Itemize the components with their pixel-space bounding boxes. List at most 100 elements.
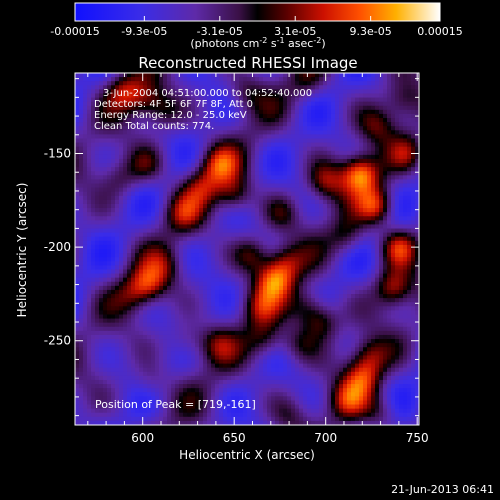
heatmap-cell [191, 146, 196, 152]
heatmap-cell [379, 257, 384, 262]
heatmap-cell [223, 236, 228, 242]
heatmap-cell [343, 171, 348, 176]
heatmap-cell [203, 203, 208, 209]
heatmap-cell [107, 220, 112, 226]
heatmap-cell [239, 257, 244, 262]
heatmap-cell [147, 216, 152, 221]
heatmap-cell [231, 171, 236, 176]
heatmap-cell [219, 105, 224, 111]
heatmap-cell [255, 281, 260, 287]
heatmap-cell [387, 220, 392, 226]
heatmap-cell [283, 298, 288, 303]
heatmap-cell [327, 281, 332, 287]
heatmap-cell [167, 93, 172, 99]
heatmap-cell [395, 142, 400, 148]
heatmap-cell [331, 109, 336, 115]
heatmap-cell [143, 216, 148, 221]
heatmap-cell [395, 97, 400, 103]
heatmap-cell [175, 199, 180, 205]
heatmap-cell [351, 236, 356, 242]
heatmap-cell [391, 81, 396, 86]
heatmap-cell [295, 203, 300, 209]
heatmap-cell [87, 269, 92, 275]
heatmap-cell [219, 85, 224, 90]
heatmap-cell [399, 93, 404, 99]
heatmap-cell [259, 163, 264, 168]
heatmap-cell [347, 306, 352, 311]
heatmap-cell [123, 236, 128, 242]
heatmap-cell [219, 298, 224, 303]
heatmap-cell [155, 183, 160, 189]
heatmap-cell [355, 158, 360, 164]
heatmap-cell [211, 183, 216, 189]
heatmap-cell [355, 105, 360, 111]
heatmap-cell [359, 142, 364, 148]
heatmap-cell [155, 306, 160, 311]
heatmap-cell [271, 298, 276, 303]
heatmap-cell [151, 244, 156, 250]
heatmap-cell [87, 183, 92, 189]
heatmap-cell [347, 126, 352, 131]
heatmap-cell [139, 253, 144, 258]
heatmap-cell [339, 253, 344, 258]
heatmap-cell [343, 187, 348, 193]
heatmap-cell [131, 302, 136, 307]
heatmap-cell [183, 199, 188, 205]
heatmap-cell [163, 285, 168, 291]
heatmap-cell [323, 113, 328, 119]
heatmap-cell [371, 81, 376, 86]
heatmap-cell [131, 89, 136, 95]
heatmap-cell [203, 236, 208, 242]
heatmap-cell [303, 73, 308, 78]
heatmap-cell [211, 77, 216, 82]
heatmap-cell [111, 85, 116, 90]
heatmap-cell [303, 85, 308, 90]
heatmap-cell [115, 93, 120, 99]
heatmap-cell [103, 195, 108, 201]
heatmap-cell [363, 134, 368, 140]
heatmap-cell [319, 228, 324, 234]
heatmap-cell [83, 261, 88, 266]
heatmap-cell [339, 113, 344, 119]
heatmap-cell [319, 150, 324, 156]
heatmap-cell [115, 130, 120, 135]
heatmap-cell [179, 105, 184, 111]
heatmap-cell [195, 134, 200, 140]
heatmap-cell [415, 253, 419, 258]
heatmap-cell [327, 101, 332, 107]
heatmap-cell [271, 77, 276, 82]
heatmap-cell [275, 294, 280, 299]
heatmap-cell [115, 150, 120, 156]
heatmap-cell [259, 187, 264, 193]
heatmap-cell [315, 228, 320, 234]
heatmap-cell [375, 175, 380, 181]
heatmap-cell [143, 97, 148, 103]
heatmap-cell [171, 105, 176, 111]
heatmap-cell [399, 150, 404, 156]
heatmap-cell [359, 294, 364, 299]
heatmap-cell [127, 146, 132, 152]
heatmap-cell [239, 261, 244, 266]
heatmap-cell [275, 93, 280, 99]
heatmap-cell [219, 167, 224, 172]
heatmap-cell [415, 171, 419, 176]
heatmap-cell [223, 232, 228, 238]
heatmap-cell [347, 273, 352, 279]
heatmap-cell [251, 285, 256, 291]
heatmap-cell [163, 163, 168, 168]
heatmap-cell [191, 89, 196, 95]
heatmap-cell [79, 261, 84, 266]
heatmap-cell [155, 220, 160, 226]
heatmap-cell [407, 142, 412, 148]
heatmap-cell [243, 216, 248, 221]
heatmap-cell [179, 122, 184, 127]
heatmap-cell [363, 126, 368, 131]
heatmap-cell [103, 183, 108, 189]
heatmap-cell [179, 175, 184, 181]
heatmap-cell [403, 289, 408, 295]
heatmap-cell [191, 208, 196, 213]
heatmap-cell [303, 109, 308, 115]
heatmap-cell [171, 208, 176, 213]
heatmap-cell [199, 126, 204, 131]
heatmap-cell [315, 289, 320, 295]
